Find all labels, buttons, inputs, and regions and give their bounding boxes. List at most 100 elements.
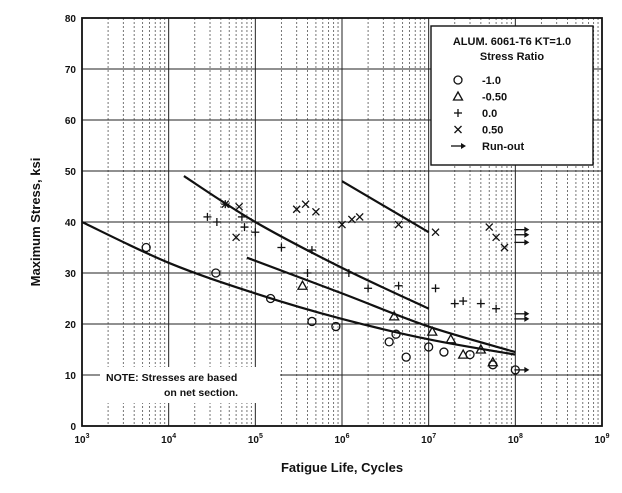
y-tick-labels: 0 10 20 30 40 50 60 70 80 [65,14,77,433]
fit-curve [183,175,430,310]
data-point-triangle [388,310,400,321]
y-tick-label: 10 [65,371,77,382]
data-point-plus [344,269,353,277]
x-tick-label: 107 [421,433,436,446]
legend-marker-cross [454,125,462,134]
legend: ALUM. 6061-T6 KT=1.0 Stress Ratio -1.0 -0… [430,25,594,166]
legend-marker-triangle [452,90,464,101]
x-tick-label: 109 [594,433,609,446]
data-point-triangle [487,356,499,367]
data-point-circle [439,347,449,357]
data-point-cross [500,243,509,252]
runout-arrow [514,226,530,233]
data-point-plus [212,218,221,226]
data-point-circle [384,337,394,347]
data-point-plus [364,284,373,293]
data-point-cross [235,202,244,211]
grid [81,17,603,427]
legend-marker-plus [454,109,462,117]
y-tick-label: 50 [65,167,77,178]
data-point-plus [431,284,440,293]
x-axis-title: Fatigue Life, Cycles [281,460,403,475]
legend-label: 0.50 [482,125,503,137]
runout-arrow [514,310,530,317]
data-point-cross [301,200,310,209]
data-point-cross [485,223,494,232]
data-point-triangle [296,279,309,290]
data-point-cross [221,200,230,209]
x-tick-labels: 103 104 105 106 107 108 109 [74,433,609,446]
fit-curve [246,256,516,354]
legend-label: 0.0 [482,108,497,120]
data-point-plus [492,304,501,313]
note-line-1: NOTE: Stresses are based [106,372,237,384]
runout-arrow [514,231,530,238]
y-tick-label: 80 [65,14,77,25]
data-point-circle [391,329,401,339]
data-point-triangle [426,325,438,336]
y-tick-label: 0 [70,422,76,433]
x-tick-label: 106 [334,433,349,446]
y-tick-label: 60 [65,116,77,127]
data-point-circle [265,293,276,304]
data-point-plus [450,299,459,308]
data-points [141,200,530,375]
note-annotation: NOTE: Stresses are based on net section. [100,367,280,403]
runout-arrow [514,366,530,373]
data-point-plus [203,212,212,221]
runout-arrow [514,315,530,322]
data-point-cross [338,220,346,229]
data-point-plus [240,223,249,232]
x-tick-label: 104 [161,433,176,446]
data-point-cross [232,233,241,242]
data-point-plus [394,281,403,290]
legend-marker-arrow [451,143,466,149]
note-line-2: on net section. [164,387,238,399]
plot-frame [81,17,603,427]
data-point-circle [211,268,221,278]
data-point-plus [459,297,468,306]
data-point-triangle [445,333,457,344]
data-point-cross [492,233,501,242]
data-point-cross [292,205,301,214]
y-tick-label: 20 [65,320,77,331]
data-point-circle [141,242,151,253]
x-tick-label: 108 [508,433,523,446]
y-tick-label: 70 [65,65,77,76]
data-point-triangle [475,343,487,354]
legend-box [430,25,594,166]
data-point-cross [311,207,320,216]
y-tick-label: 40 [65,218,77,229]
fit-curves [81,175,516,356]
data-point-plus [303,269,312,277]
data-point-plus [237,212,246,221]
data-point-circle [401,352,411,362]
y-tick-label: 30 [65,269,77,280]
y-axis-title: Maximum Stress, ksi [28,158,43,287]
data-point-plus [476,299,485,308]
data-point-plus [277,243,286,252]
data-point-plus [251,228,260,237]
data-point-cross [431,228,440,237]
legend-marker-circle [453,75,463,85]
data-point-circle [307,316,317,327]
fit-curve [341,180,430,234]
data-point-cross [347,215,356,224]
legend-entries: -1.0 -0.50 0.0 0.50 Run-out [451,75,524,153]
x-tick-label: 103 [74,433,89,446]
x-tick-label: 105 [248,433,263,446]
data-point-cross [394,220,403,229]
legend-label: -0.50 [482,92,507,104]
legend-subtitle: Stress Ratio [480,51,544,63]
data-point-plus [307,246,316,255]
legend-label: -1.0 [482,75,501,87]
fit-curve [81,221,516,356]
data-point-cross [355,212,364,221]
data-point-circle [331,321,341,332]
runout-arrow [514,239,530,246]
note-background [100,367,280,403]
data-point-triangle [457,348,469,359]
legend-label: Run-out [482,141,524,153]
data-point-circle [424,342,434,352]
